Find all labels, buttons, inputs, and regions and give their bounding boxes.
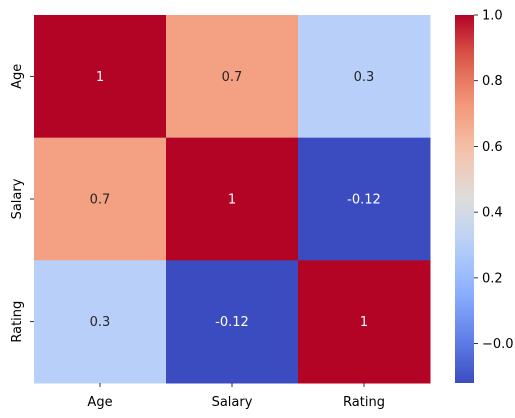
cell-value-label: 1 xyxy=(96,70,104,85)
cell-value-label: 0.7 xyxy=(90,193,111,208)
colorbar-gradient xyxy=(455,15,474,383)
colorbar-tick-label: 0.2 xyxy=(482,271,503,286)
colorbar-tick-label: 0.4 xyxy=(482,206,503,221)
heatmap-cell xyxy=(34,15,167,139)
colorbar-tick-label: 1.0 xyxy=(482,9,503,24)
x-tick-label: Rating xyxy=(343,395,385,410)
heatmap-cell xyxy=(298,15,431,139)
cell-value-label: 1 xyxy=(360,315,368,330)
x-tick-label: Age xyxy=(87,395,112,410)
cell-value-label: -0.12 xyxy=(215,315,249,330)
cell-value-label: 0.3 xyxy=(90,315,111,330)
cell-value-label: 1 xyxy=(228,193,236,208)
heatmap-cell xyxy=(166,15,299,139)
y-tick-label: Rating xyxy=(10,301,25,343)
x-axis: Age Salary Rating xyxy=(87,383,385,410)
cell-value-label: 0.7 xyxy=(222,70,243,85)
y-tick-label: Salary xyxy=(10,178,25,219)
heatmap-cell xyxy=(166,260,299,384)
heatmap-cell xyxy=(166,137,299,261)
heatmap-cells: 1 0.7 0.3 0.7 1 -0.12 0.3 -0.12 1 xyxy=(34,15,431,384)
heatmap-cell xyxy=(298,137,431,261)
heatmap-cell xyxy=(298,260,431,384)
y-axis: Age Salary Rating xyxy=(10,64,34,343)
heatmap-cell xyxy=(34,260,167,384)
colorbar-tick-label: 0.6 xyxy=(482,140,503,155)
y-tick-label: Age xyxy=(10,64,25,89)
x-tick-label: Salary xyxy=(212,395,253,410)
cell-value-label: 0.3 xyxy=(354,70,375,85)
cell-value-label: -0.12 xyxy=(347,193,381,208)
colorbar-tick-label: 0.8 xyxy=(482,74,503,89)
heatmap-cell xyxy=(34,137,167,261)
colorbar-tick-label: −0.0 xyxy=(482,337,514,352)
colorbar: 1.0 0.8 0.6 0.4 0.2 −0.0 xyxy=(455,9,514,383)
